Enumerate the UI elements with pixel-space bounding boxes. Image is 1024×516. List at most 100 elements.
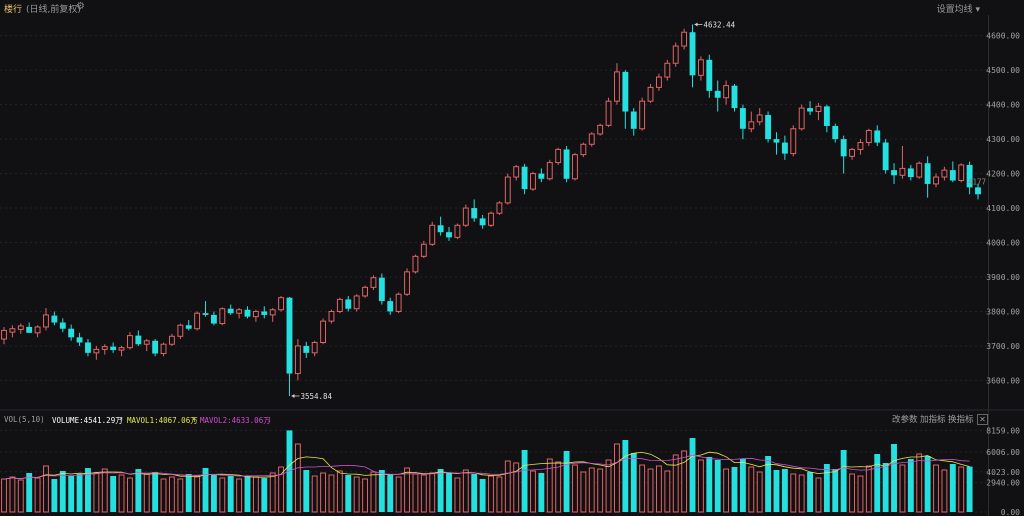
candle-body-down bbox=[807, 108, 814, 112]
candle-body-up bbox=[9, 328, 16, 333]
candle-body-up bbox=[941, 169, 948, 178]
volume-bar-up bbox=[177, 478, 184, 513]
candle-body-up bbox=[916, 162, 923, 178]
volume-bar-down bbox=[202, 468, 209, 512]
volume-bar-up bbox=[269, 472, 276, 513]
chart-header: 楼行 (日线,前复权) ⚙ 设置均线 ▾ bbox=[0, 0, 1024, 15]
candle-body-down bbox=[152, 340, 159, 354]
volume-bar-down bbox=[622, 440, 629, 512]
candle-body-down bbox=[210, 314, 217, 324]
price-tick-label: 3600.00 bbox=[986, 376, 1020, 385]
candle-body-up bbox=[404, 271, 410, 295]
volume-bar-up bbox=[320, 472, 327, 513]
volume-bar-up bbox=[1, 478, 7, 513]
volume-bar-down bbox=[689, 438, 696, 512]
volume-value: VOLUME:4541.29万 bbox=[52, 416, 123, 425]
volume-bar-up bbox=[639, 464, 646, 513]
candle-body-down bbox=[378, 277, 385, 302]
volume-bar-up bbox=[118, 474, 125, 513]
candle-body-up bbox=[488, 212, 494, 226]
volume-bar-up bbox=[34, 477, 41, 513]
candle-body-up bbox=[530, 173, 536, 190]
candle-body-up bbox=[429, 224, 436, 245]
volume-bar-down bbox=[471, 474, 478, 512]
candle-body-up bbox=[34, 326, 41, 334]
volume-bar-up bbox=[404, 467, 410, 513]
candle-body-down bbox=[924, 163, 931, 184]
volume-bar-up bbox=[756, 471, 763, 513]
volume-bar-down bbox=[26, 473, 33, 512]
volume-bar-up bbox=[723, 468, 730, 513]
volume-bar-up bbox=[614, 443, 620, 513]
volume-tick-label: 0.00 bbox=[1001, 508, 1020, 516]
set-ma-button[interactable]: 设置均线 ▾ bbox=[936, 5, 980, 15]
candle-body-down bbox=[874, 130, 881, 143]
candle-body-up bbox=[588, 133, 595, 145]
candle-body-up bbox=[353, 295, 360, 310]
volume-bar-down bbox=[152, 472, 159, 512]
candle-body-up bbox=[614, 71, 620, 102]
candle-body-up bbox=[278, 297, 285, 311]
volume-bar-down bbox=[538, 473, 545, 512]
mavol1-value: MAVOL1:4067.06万 bbox=[127, 416, 198, 425]
volume-bar-up bbox=[588, 467, 595, 513]
volume-bar-up bbox=[168, 476, 175, 513]
volume-bar-up bbox=[857, 475, 864, 513]
candle-body-down bbox=[731, 85, 738, 109]
volume-bar-down bbox=[521, 450, 528, 512]
candle-body-up bbox=[462, 207, 469, 226]
volume-bar-up bbox=[160, 478, 167, 513]
arrow-down-icon: ↓ bbox=[267, 415, 272, 424]
candle-body-up bbox=[168, 335, 175, 345]
price-tick-label: 4600.00 bbox=[986, 32, 1020, 41]
change-params-button[interactable]: 改参数 bbox=[892, 415, 918, 425]
candle-body-up bbox=[546, 162, 553, 180]
volume-bar-down bbox=[949, 464, 956, 512]
candle-body-up bbox=[143, 340, 150, 345]
volume-indicator-label[interactable]: VOL(5,10) bbox=[4, 415, 45, 424]
candle-body-up bbox=[362, 286, 368, 297]
candle-body-up bbox=[1, 329, 7, 340]
price-tick-label: 4200.00 bbox=[986, 170, 1020, 179]
candle-body-down bbox=[630, 111, 637, 129]
arrow-left-icon bbox=[291, 393, 295, 398]
close-icon[interactable]: ✕ bbox=[977, 414, 988, 425]
candle-body-down bbox=[840, 139, 847, 157]
candle-body-up bbox=[269, 309, 276, 316]
volume-tick-label: 6006.00 bbox=[986, 448, 1020, 457]
candle-body-down bbox=[891, 170, 897, 176]
volume-bar-down bbox=[739, 459, 746, 512]
candle-body-down bbox=[446, 232, 452, 238]
switch-indicator-button[interactable]: 换指标 bbox=[948, 415, 974, 425]
volume-bar-down bbox=[823, 464, 830, 512]
volume-bar-up bbox=[9, 476, 16, 513]
volume-bar-up bbox=[412, 473, 419, 513]
volume-bar-down bbox=[261, 478, 268, 512]
candle-body-up bbox=[93, 348, 100, 354]
volume-bar-up bbox=[370, 471, 377, 513]
candle-body-down bbox=[261, 311, 268, 315]
price-tick-label: 4400.00 bbox=[986, 101, 1020, 110]
candle-body-up bbox=[177, 324, 184, 337]
candle-body-down bbox=[563, 149, 570, 179]
candle-body-down bbox=[622, 71, 629, 112]
add-indicator-button[interactable]: 加指标 bbox=[920, 415, 946, 425]
candle-body-down bbox=[303, 345, 310, 353]
gear-icon[interactable]: ⚙ bbox=[76, 1, 85, 12]
volume-bar-down bbox=[185, 474, 192, 512]
candle-body-down bbox=[714, 90, 721, 98]
volume-bar-up bbox=[311, 475, 318, 513]
candle-body-up bbox=[639, 100, 646, 130]
candle-body-up bbox=[118, 347, 125, 351]
candle-body-up bbox=[294, 345, 301, 375]
volume-bar-down bbox=[378, 470, 385, 512]
candle-body-up bbox=[17, 325, 24, 330]
candle-body-down bbox=[966, 164, 973, 188]
candle-body-up bbox=[605, 100, 612, 126]
mavol2-line bbox=[3, 454, 970, 480]
volume-bar-down bbox=[714, 460, 721, 512]
volume-bar-up bbox=[143, 473, 150, 513]
last-price-label: 4177 bbox=[968, 178, 986, 187]
volume-bar-up bbox=[647, 468, 654, 513]
